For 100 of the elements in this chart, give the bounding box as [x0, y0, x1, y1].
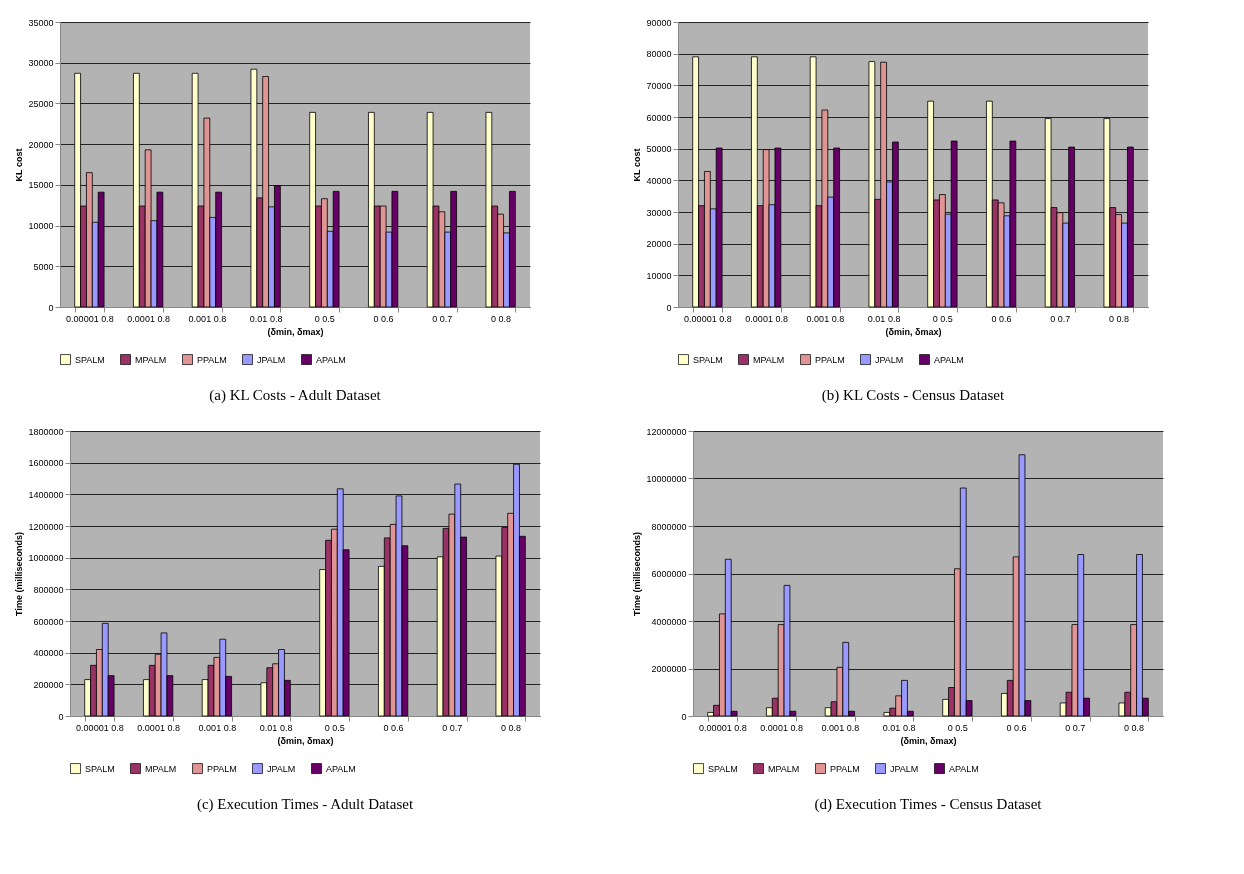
- x-tick-label: 0.001 0.8: [806, 313, 845, 324]
- y-tick-label: 0: [666, 302, 672, 313]
- y-tick-label: 4000000: [651, 616, 687, 627]
- x-axis-title: (δmin, δmax): [900, 735, 957, 746]
- x-axis-title: (δmin, δmax): [277, 735, 334, 746]
- legend-label: SPALM: [693, 354, 723, 365]
- y-tick-label: 600000: [33, 616, 64, 627]
- legend-label: PPALM: [207, 763, 237, 774]
- x-tick-label: 0 0.8: [1124, 722, 1145, 733]
- y-tick-label: 1400000: [28, 489, 64, 500]
- x-axis-title: (δmin, δmax): [267, 326, 324, 337]
- y-tick-label: 70000: [646, 80, 672, 91]
- x-tick-label: 0 0.5: [932, 313, 953, 324]
- text: (d) Execution Times - Census Dataset: [814, 796, 1043, 813]
- text: (b) KL Costs - Census Dataset: [821, 387, 1005, 404]
- y-tick-label: 25000: [28, 98, 54, 109]
- y-tick-label: 40000: [646, 175, 672, 186]
- y-tick-label: 1800000: [28, 426, 64, 437]
- legend-label: JPALM: [875, 354, 904, 365]
- x-tick-label: 0.001 0.8: [198, 722, 237, 733]
- y-tick-label: 400000: [33, 648, 64, 659]
- legend-label: MPALM: [145, 763, 177, 774]
- legend-label: PPALM: [815, 354, 845, 365]
- y-tick-label: 10000: [28, 221, 54, 232]
- x-tick-label: 0 0.7: [1050, 313, 1071, 324]
- y-tick-label: 90000: [646, 17, 672, 28]
- x-tick-label: 0.00001 0.8: [699, 722, 747, 733]
- legend-label: JPALM: [257, 354, 286, 365]
- y-tick-label: 2000000: [651, 664, 687, 674]
- legend-label: SPALM: [85, 763, 115, 774]
- y-tick-label: 1000000: [28, 553, 64, 564]
- y-tick-label: 8000000: [651, 521, 687, 532]
- y-tick-label: 80000: [646, 49, 672, 60]
- y-tick-label: 30000: [646, 207, 672, 218]
- y-tick-label: 6000000: [651, 569, 687, 579]
- x-tick-label: 0 0.8: [491, 313, 512, 324]
- text: (c) Execution Times - Adult Dataset: [196, 796, 414, 813]
- y-tick-label: 200000: [33, 679, 64, 690]
- x-tick-label: 0.00001 0.8: [684, 313, 732, 324]
- x-tick-label: 0.0001 0.8: [760, 722, 803, 733]
- x-tick-label: 0.0001 0.8: [137, 722, 180, 733]
- legend-label: PPALM: [830, 763, 860, 774]
- x-tick-label: 0.01 0.8: [249, 313, 283, 324]
- legend-label: PPALM: [197, 354, 227, 365]
- x-tick-label: 0 0.5: [324, 722, 345, 733]
- y-tick-label: 0: [681, 711, 687, 722]
- y-tick-label: 10000: [646, 270, 672, 281]
- x-tick-label: 0 0.8: [1109, 313, 1130, 324]
- y-tick-label: 50000: [646, 144, 672, 155]
- text: (a) KL Costs - Adult Dataset: [209, 387, 382, 404]
- x-tick-label: 0 0.6: [1006, 722, 1027, 733]
- y-tick-label: 20000: [646, 239, 672, 250]
- legend-label: SPALM: [708, 763, 738, 774]
- y-tick-label: 5000: [33, 261, 54, 272]
- legend-label: SPALM: [75, 354, 105, 365]
- y-axis-title: Time (milliseconds): [14, 532, 25, 616]
- legend-label: APALM: [934, 354, 964, 365]
- y-tick-label: 0: [48, 302, 54, 313]
- legend-label: APALM: [316, 354, 346, 365]
- bar: [883, 712, 891, 717]
- x-tick-label: 0.00001 0.8: [76, 722, 124, 733]
- legend-label: APALM: [949, 763, 979, 774]
- legend-label: APALM: [326, 763, 356, 774]
- y-tick-label: 30000: [28, 58, 54, 69]
- legend-label: MPALM: [768, 763, 800, 774]
- x-tick-label: 0.01 0.8: [882, 722, 916, 733]
- y-tick-label: 60000: [646, 112, 672, 123]
- x-tick-label: 0 0.6: [383, 722, 404, 733]
- y-axis-title: KL cost: [14, 148, 25, 182]
- x-tick-label: 0.0001 0.8: [127, 313, 170, 324]
- y-tick-label: 10000000: [646, 474, 687, 484]
- y-axis-title: KL cost: [632, 148, 643, 182]
- x-tick-label: 0.00001 0.8: [66, 313, 114, 324]
- x-tick-label: 0 0.7: [1065, 722, 1086, 733]
- x-tick-label: 0 0.6: [373, 313, 394, 324]
- y-axis-title: Time (milliseconds): [632, 532, 643, 616]
- y-tick-label: 0: [58, 711, 64, 722]
- legend-label: MPALM: [135, 354, 167, 365]
- x-tick-label: 0 0.5: [947, 722, 968, 733]
- y-tick-label: 800000: [33, 584, 64, 595]
- y-tick-label: 1600000: [28, 458, 64, 469]
- x-axis-title: (δmin, δmax): [885, 326, 942, 337]
- y-tick-label: 20000: [28, 139, 54, 150]
- x-tick-label: 0 0.8: [501, 722, 522, 733]
- legend-label: JPALM: [267, 763, 296, 774]
- x-tick-label: 0 0.6: [991, 313, 1012, 324]
- x-tick-label: 0.001 0.8: [821, 722, 860, 733]
- x-tick-label: 0.0001 0.8: [745, 313, 788, 324]
- y-tick-label: 35000: [28, 17, 54, 28]
- legend-label: MPALM: [753, 354, 785, 365]
- x-tick-label: 0 0.5: [314, 313, 335, 324]
- x-tick-label: 0.001 0.8: [188, 313, 227, 324]
- x-tick-label: 0 0.7: [432, 313, 453, 324]
- x-tick-label: 0.01 0.8: [259, 722, 293, 733]
- x-tick-label: 0 0.7: [442, 722, 463, 733]
- x-tick-label: 0.01 0.8: [867, 313, 901, 324]
- y-tick-label: 1200000: [28, 521, 64, 532]
- y-tick-label: 15000: [28, 180, 54, 191]
- legend-label: JPALM: [890, 763, 919, 774]
- y-tick-label: 12000000: [646, 426, 687, 437]
